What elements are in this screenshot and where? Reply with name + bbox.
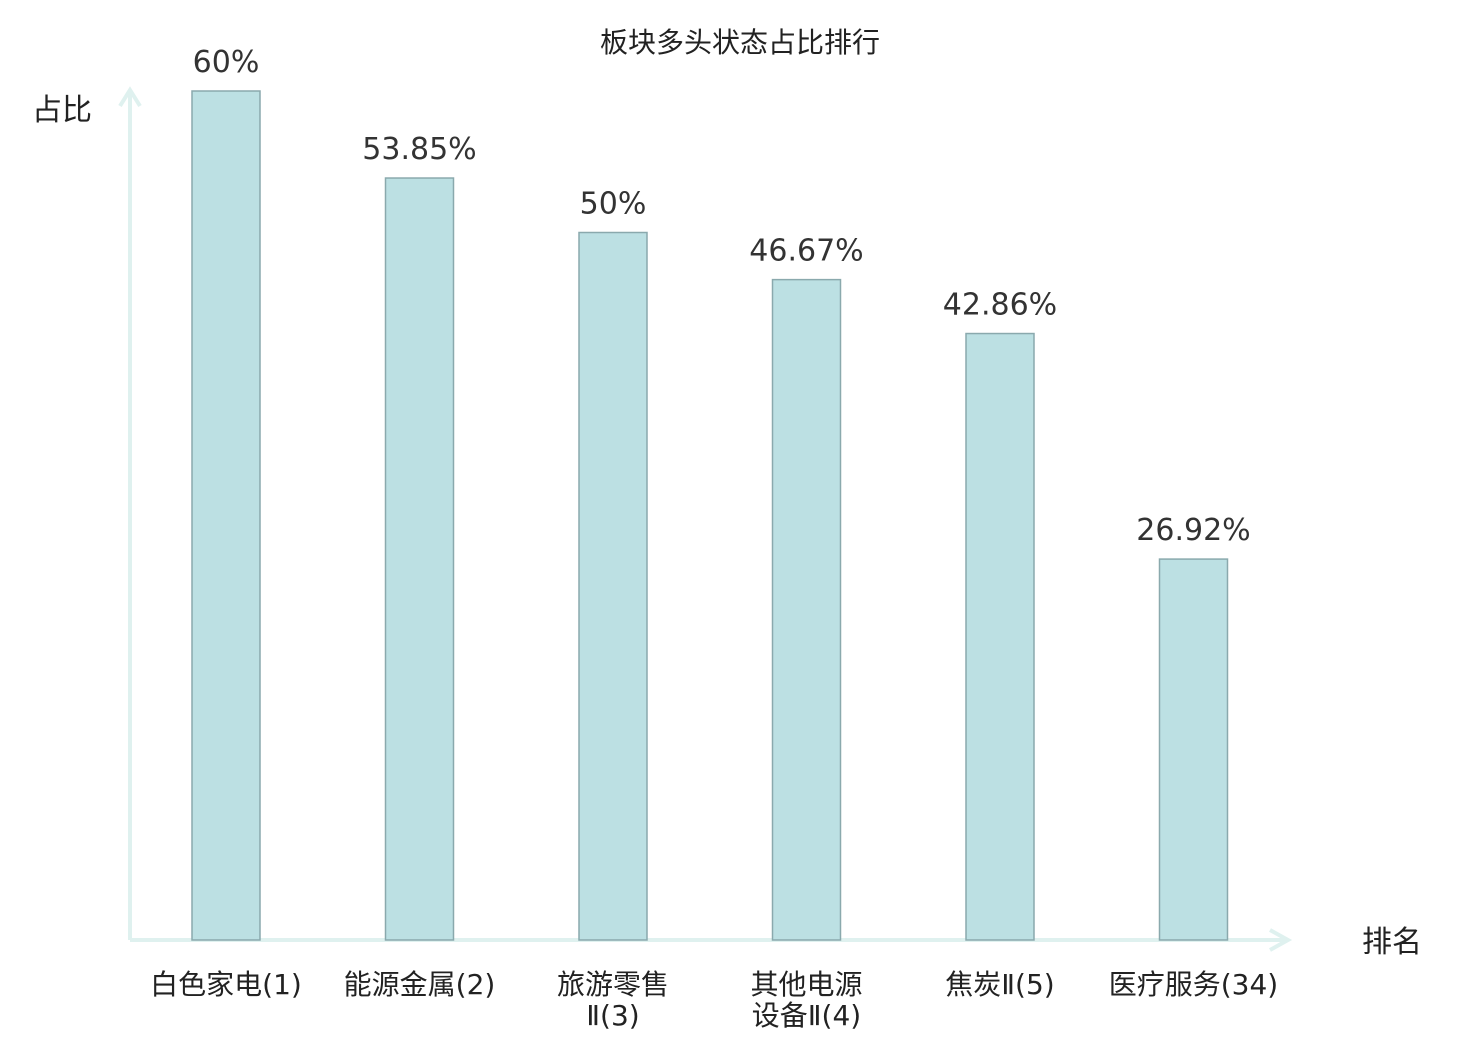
bar-value-label: 42.86% — [943, 288, 1057, 323]
value-labels-group: 60% 53.85% 50% 46.67% 42.86% 26.92% — [193, 45, 1251, 548]
category-label: 旅游零售 — [557, 968, 669, 1001]
x-axis-label: 排名 — [1362, 925, 1422, 960]
bar — [578, 231, 648, 941]
chart-title: 板块多头状态占比排行 — [600, 26, 880, 59]
bar-value-label: 53.85% — [362, 132, 476, 167]
y-axis: 占比 — [32, 86, 142, 940]
category-label: 焦炭Ⅱ(5) — [945, 968, 1054, 1001]
bar — [191, 90, 261, 941]
bar-value-label: 26.92% — [1136, 513, 1250, 548]
y-axis-arrow — [118, 86, 142, 108]
bar — [965, 332, 1035, 941]
category-label: 医疗服务(34) — [1109, 968, 1278, 1001]
bar-value-label: 50% — [580, 187, 647, 222]
x-axis-arrow — [1269, 928, 1293, 952]
category-label: 能源金属(2) — [344, 968, 496, 1001]
category-label: Ⅱ(3) — [586, 999, 639, 1032]
bars-group — [191, 90, 1229, 941]
bar-value-label: 60% — [193, 45, 260, 80]
category-label: 其他电源 — [750, 968, 862, 1001]
bar — [771, 278, 842, 941]
bar — [384, 177, 455, 941]
category-label: 设备Ⅱ(4) — [752, 999, 861, 1032]
bar-value-label: 46.67% — [749, 234, 863, 269]
y-axis-label: 占比 — [32, 93, 92, 128]
category-label: 白色家电(1) — [150, 968, 302, 1001]
x-axis: 排名 — [130, 925, 1422, 960]
bar — [1158, 558, 1229, 941]
